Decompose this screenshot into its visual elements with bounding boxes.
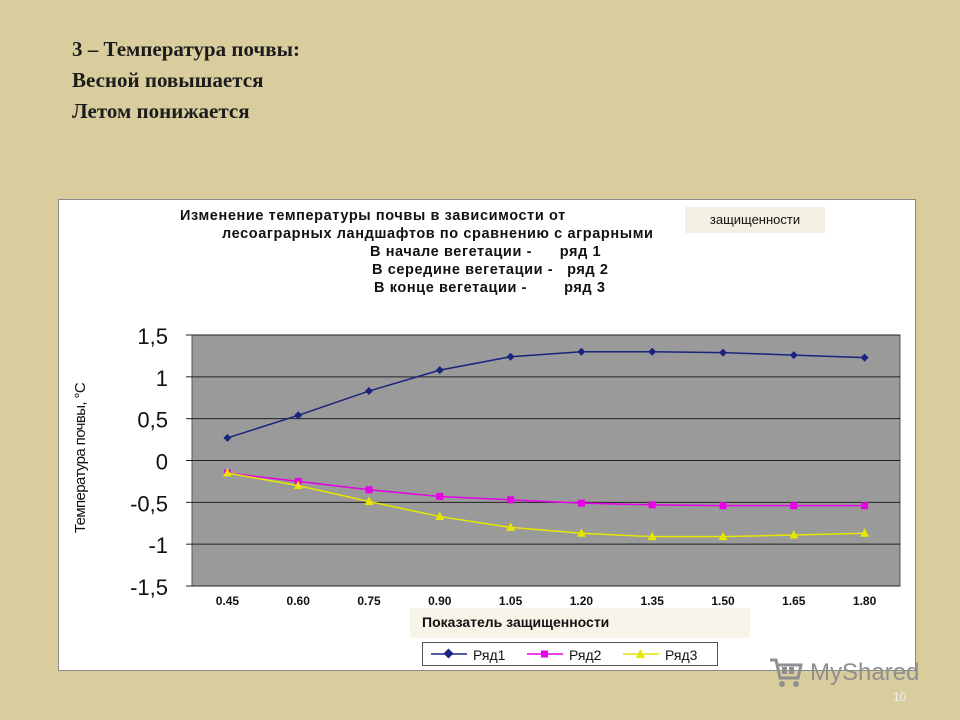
slide-title-line: Весной повышается <box>72 68 264 92</box>
page-number: 10 <box>893 690 907 704</box>
slide-title-line: 3 – Температура почвы: <box>72 37 300 61</box>
legend-label: Ряд3 <box>665 647 698 663</box>
cart-icon <box>770 658 803 687</box>
chart-title-line: В конце вегетации - ряд 3 <box>374 280 606 296</box>
chart-title-line: лесоаграрных ландшафтов по сравнению с а… <box>222 226 654 242</box>
x-axis-label: Показатель защищенности <box>410 608 750 638</box>
legend-label: Ряд1 <box>473 647 506 663</box>
legend-label: Ряд2 <box>569 647 602 663</box>
slide-title-line: Летом понижается <box>72 99 250 123</box>
chart-title-tag: защищенности <box>685 207 825 233</box>
myshared-watermark: MyShared <box>768 656 938 692</box>
chart-title-line: В середине вегетации - ряд 2 <box>372 262 609 278</box>
slide-title: 3 – Температура почвы: Весной повышается… <box>72 34 772 127</box>
chart-title-line: Изменение температуры почвы в зависимост… <box>180 208 566 224</box>
watermark-text: MyShared <box>810 659 920 686</box>
legend: Ряд1 Ряд2 Ряд3 <box>422 642 718 666</box>
chart-title-line: В начале вегетации - ряд 1 <box>370 244 602 260</box>
